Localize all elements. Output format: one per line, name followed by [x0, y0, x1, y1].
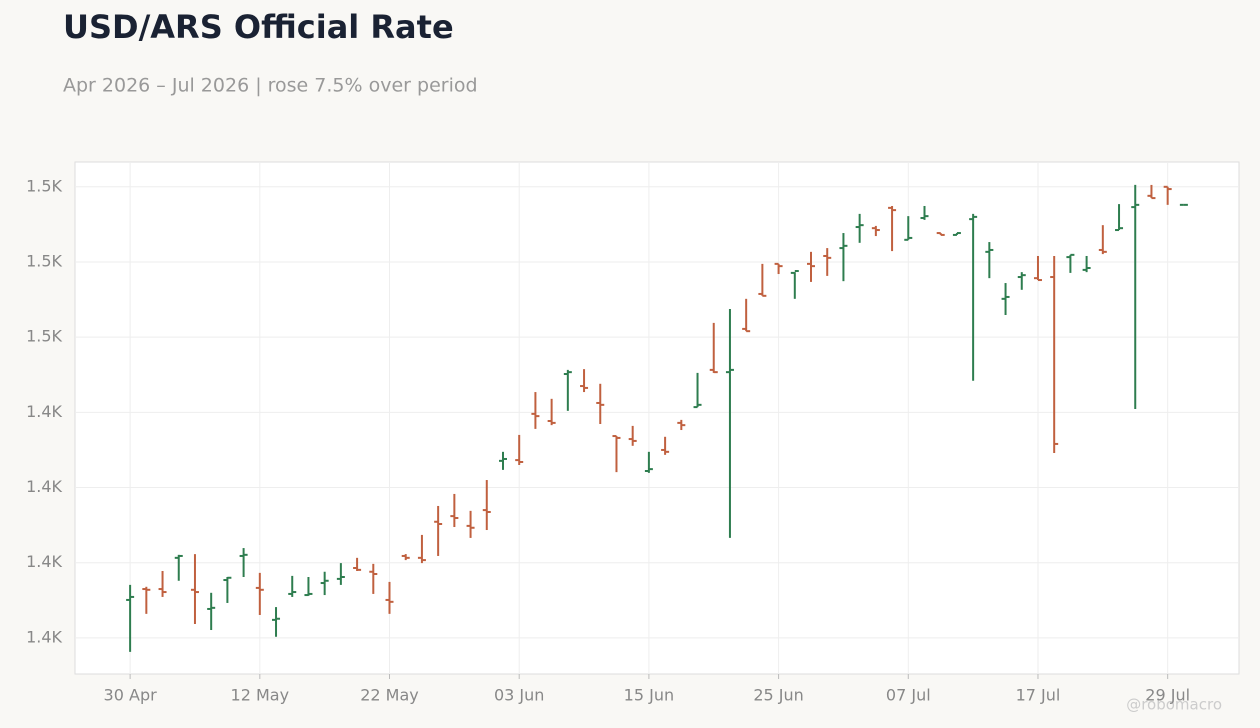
- x-tick-label: 07 Jul: [886, 686, 931, 705]
- y-tick-label: 1.4K: [26, 552, 62, 571]
- x-tick-label: 29 Jul: [1145, 686, 1190, 705]
- watermark: @robomacro: [1126, 696, 1222, 714]
- chart-subtitle: Apr 2026 – Jul 2026 | rose 7.5% over per…: [63, 75, 478, 97]
- x-tick-label: 15 Jun: [624, 686, 674, 705]
- x-tick-label: 12 May: [231, 686, 290, 705]
- x-tick-label: 03 Jun: [494, 686, 544, 705]
- x-tick-label: 17 Jul: [1016, 686, 1061, 705]
- y-tick-label: 1.5K: [26, 176, 62, 195]
- y-tick-label: 1.4K: [26, 627, 62, 646]
- plot-area: [74, 161, 1240, 675]
- y-tick-label: 1.5K: [26, 327, 62, 346]
- x-tick-label: 22 May: [360, 686, 419, 705]
- chart-title: USD/ARS Official Rate: [63, 8, 454, 46]
- y-tick-label: 1.4K: [26, 477, 62, 496]
- x-tick-label: 30 Apr: [104, 686, 158, 705]
- y-tick-label: 1.4K: [26, 402, 62, 421]
- x-tick-label: 25 Jun: [753, 686, 803, 705]
- y-tick-label: 1.5K: [26, 251, 62, 270]
